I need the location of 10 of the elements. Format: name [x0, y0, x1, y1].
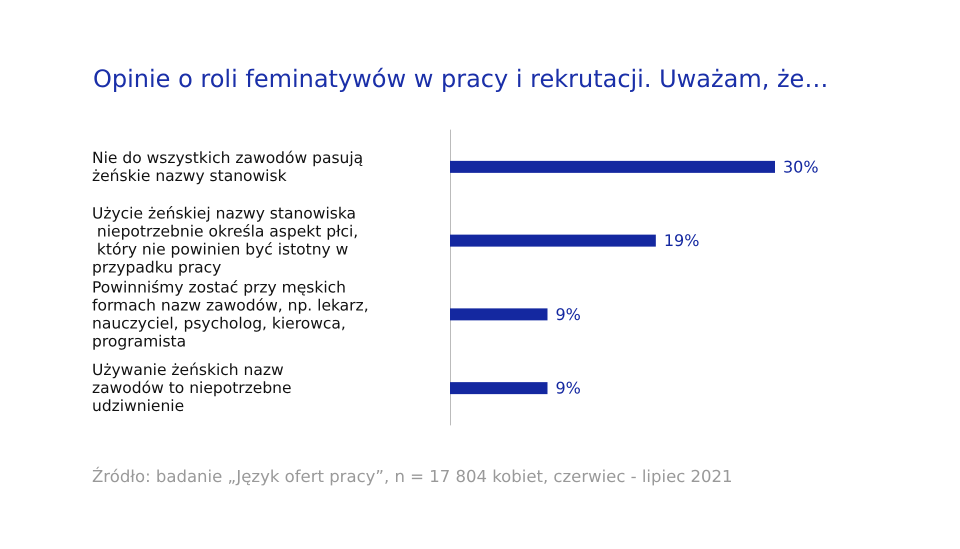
- y-tick-label: Nie do wszystkich zawodów pasują żeńskie nazwy stanowisk: [92, 148, 368, 185]
- data-label: 19%: [664, 231, 700, 250]
- y-tick-label: Użycie żeńskiej nazwy stanowiska niepotrzebnie określa aspekt płci, który nie powinien być istotny w przypadku pracy: [92, 204, 358, 277]
- data-label: 9%: [556, 378, 581, 398]
- chart-title: Opinie o roli feminatywów w pracy i rekrutacji. Uważam, że…: [93, 65, 828, 93]
- data-label: 30%: [783, 157, 819, 176]
- data-label: 9%: [556, 304, 581, 324]
- y-tick-label: Powinniśmy zostać przy męskich formach nazw zawodów, np. lekarz, nauczyciel, psycholog, kierowca, programista: [92, 278, 374, 350]
- y-tick-label: Używanie żeńskich nazw zawodów to niepotrzebne udziwnienie: [92, 361, 296, 416]
- text: Źródło: badanie „Język ofert pracy”, n = 17 804 kobiet, czerwiec - lipiec 2021: [92, 466, 733, 486]
